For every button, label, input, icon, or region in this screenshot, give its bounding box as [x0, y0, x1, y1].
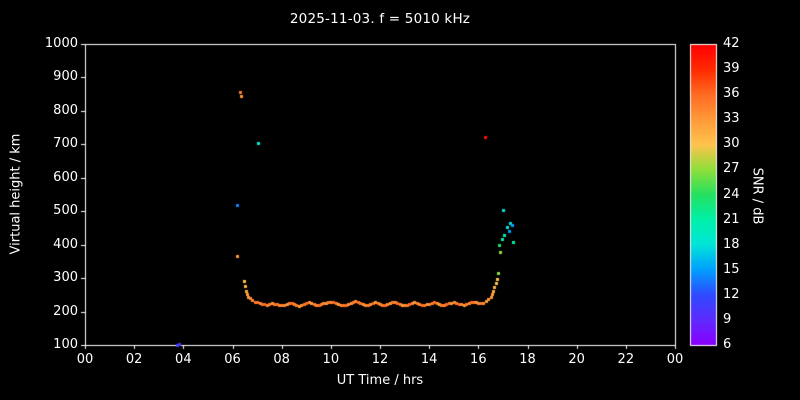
x-tick-label: 04: [175, 352, 192, 367]
y-tick-label: 700: [53, 136, 78, 152]
y-tick-label: 800: [53, 102, 78, 118]
chart-title: 2025-11-03. f = 5010 kHz: [289, 11, 471, 27]
colorbar-tick-label: 21: [723, 211, 740, 227]
x-tick-label: 10: [322, 352, 340, 367]
y-tick-label: 300: [53, 270, 78, 286]
x-axis-title: UT Time / hrs: [336, 373, 424, 388]
colorbar-tick-label: 6: [723, 337, 732, 352]
y-axis-title: Virtual height / km: [8, 133, 24, 255]
x-tick-label: 18: [519, 352, 536, 367]
x-tick-label: 08: [273, 352, 290, 367]
colorbar-tick-label: 15: [723, 261, 740, 277]
colorbar-tick-label: 39: [723, 61, 740, 77]
x-tick-label: 06: [224, 352, 241, 367]
colorbar-tick-label: 9: [723, 311, 732, 327]
y-tick-label: 100: [53, 337, 78, 352]
colorbar-tick-label: 24: [723, 186, 740, 202]
y-tick-label: 400: [53, 236, 78, 252]
x-tick-label: 20: [568, 352, 585, 367]
y-tick-label: 500: [53, 203, 78, 219]
colorbar-tick-label: 36: [723, 86, 740, 102]
colorbar-tick-label: 12: [723, 286, 740, 302]
y-tick-label: 900: [53, 69, 78, 85]
y-tick-label: 600: [53, 169, 78, 185]
y-tick-label: 1000: [44, 36, 78, 51]
x-tick-label: 00: [76, 352, 94, 367]
x-tick-label: 22: [617, 352, 635, 367]
colorbar-tick-label: 33: [723, 111, 740, 127]
x-tick-label: 16: [470, 352, 487, 367]
x-tick-label: 12: [371, 352, 389, 367]
y-tick-label: 200: [53, 303, 78, 319]
x-tick-label: 14: [420, 352, 438, 367]
x-tick-label: 00: [666, 352, 684, 367]
colorbar-tick-label: 27: [723, 161, 740, 177]
colorbar-tick-label: 18: [723, 236, 740, 252]
colorbar-tick-label: 42: [723, 36, 740, 51]
x-tick-label: 02: [125, 352, 143, 367]
colorbar-tick-label: 30: [723, 136, 740, 152]
